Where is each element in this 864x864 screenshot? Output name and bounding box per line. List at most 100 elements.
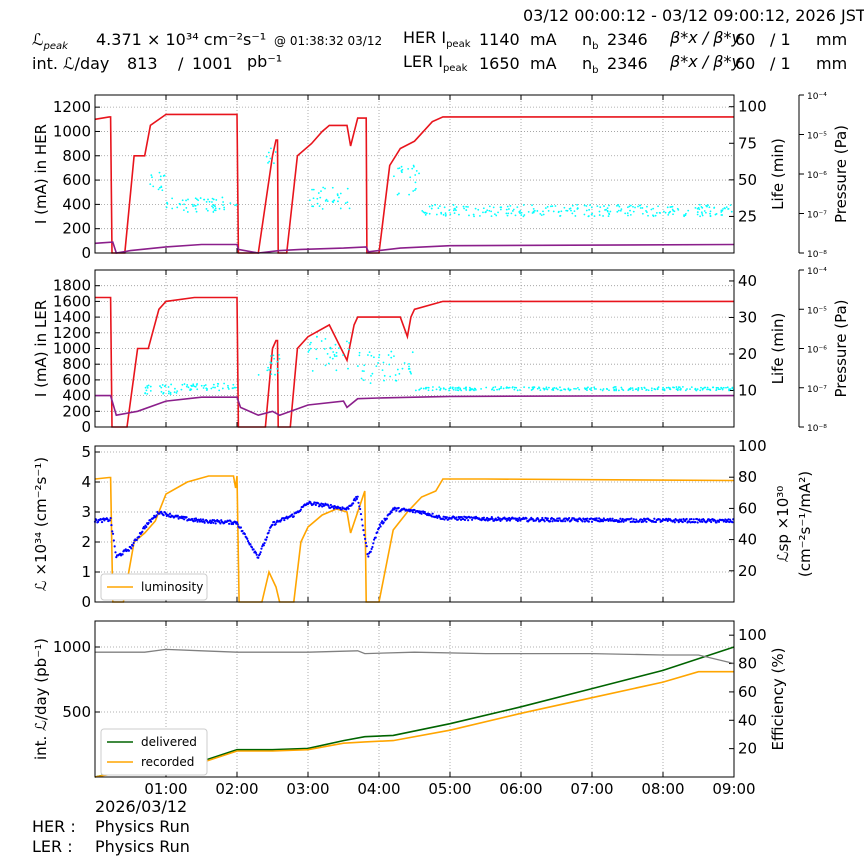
- intl-y2tick-label: 40: [738, 711, 757, 729]
- lumi-specific-point: [176, 514, 179, 517]
- her-life-point: [428, 205, 431, 208]
- her-life-point: [150, 174, 153, 177]
- ler-life-point: [457, 387, 460, 389]
- her-life-point: [542, 210, 544, 213]
- lumi-specific-point: [420, 512, 423, 515]
- lumi-specific-point: [583, 520, 587, 523]
- ler-life-point: [378, 356, 380, 359]
- her-life-point: [519, 212, 521, 215]
- lpeak-time: @ 01:38:32 03/12: [274, 34, 383, 48]
- lumi-specific-point: [97, 520, 100, 523]
- intl-y2label: Efficiency (%): [769, 648, 787, 751]
- her-life-point: [418, 172, 420, 175]
- ler-life-point: [560, 389, 563, 392]
- ler-life-point: [613, 388, 616, 391]
- ler-life-point: [324, 337, 327, 340]
- lumi-specific-point: [505, 519, 508, 522]
- ler-life-point: [335, 355, 338, 357]
- ler-life-point: [532, 386, 535, 389]
- intl-delivered: 813: [127, 54, 158, 73]
- ler-life-point: [185, 385, 188, 388]
- ler-pressure-tick-label: 10⁻⁷: [807, 385, 827, 395]
- lumi-specific-point: [214, 522, 217, 525]
- lumi-specific-point: [518, 516, 521, 519]
- ler-life-point: [358, 351, 361, 354]
- ler-life-point: [641, 388, 644, 391]
- her-life-point: [208, 200, 211, 203]
- ler-life-point: [274, 373, 276, 376]
- ler-life-point: [620, 386, 623, 389]
- her-life-point: [458, 213, 460, 216]
- her-life-point: [160, 185, 163, 188]
- her-life-point: [570, 209, 572, 212]
- lumi-specific-point: [460, 515, 463, 519]
- ler-life-point: [444, 388, 447, 391]
- her-nb-sub: b: [592, 41, 599, 53]
- her-beta-unit: mm: [816, 30, 848, 49]
- ler-life-point: [608, 389, 610, 392]
- her-life-point: [505, 212, 508, 215]
- ler-ytick-label: 1600: [53, 292, 91, 310]
- ler-life-point: [559, 386, 561, 389]
- ler-life-point: [695, 389, 698, 392]
- her-life-point: [488, 205, 491, 208]
- her-life-point: [620, 208, 623, 211]
- lumi-specific-point: [352, 502, 355, 505]
- her-life-point: [414, 189, 416, 192]
- her-life-point: [606, 209, 609, 212]
- her-life-point: [701, 214, 704, 217]
- ler-life-point: [690, 386, 693, 389]
- lumi-specific-point: [551, 520, 554, 523]
- lumi-specific-point: [699, 520, 702, 523]
- her-ylabel: I (mA) in HER: [32, 124, 50, 224]
- her-life-point: [186, 211, 189, 213]
- her-life-point: [709, 210, 712, 213]
- lumi-specific-point: [314, 501, 317, 504]
- lumi-specific-point: [138, 535, 141, 538]
- lumi-specific-point: [609, 517, 612, 520]
- ler-life-point: [192, 383, 195, 386]
- ler-life-point: [728, 389, 730, 392]
- her-life-point: [568, 207, 571, 210]
- lumi-specific-point: [455, 516, 458, 519]
- ler-life-point: [472, 389, 475, 391]
- lumi-specific-point: [661, 519, 664, 523]
- her-life-point: [715, 212, 718, 215]
- her-life-point: [229, 202, 232, 205]
- ler-life-point: [277, 371, 280, 374]
- lumi-specific-point: [698, 518, 701, 521]
- her-ytick-label: 600: [62, 171, 91, 189]
- lumi-specific-point: [568, 516, 571, 520]
- lumi-specific-point: [358, 505, 361, 508]
- ler-life-point: [455, 389, 457, 391]
- her-pressure-tick-label: 10⁻⁴: [807, 92, 827, 102]
- ler-ipeak-sub: peak: [442, 63, 468, 75]
- intl-xtick-label: 03:00: [286, 780, 329, 798]
- lumi-specific-point: [621, 517, 624, 521]
- lumi-specific-point: [356, 495, 359, 498]
- lumi-specific-point: [265, 536, 269, 539]
- her-life-point: [684, 214, 687, 217]
- her-life-point: [265, 155, 268, 158]
- ler-life-point: [329, 356, 332, 359]
- ler-life-point: [361, 370, 364, 372]
- her-life-point: [624, 212, 627, 215]
- lumi-specific-point: [587, 520, 590, 523]
- lumi-specific-point: [541, 516, 544, 520]
- her-life-point: [322, 186, 325, 189]
- ler-life-point: [311, 370, 314, 372]
- her-life-point: [274, 151, 277, 153]
- her-life-point: [407, 167, 410, 170]
- ler-life-point: [194, 385, 197, 388]
- ler-life-point: [647, 389, 650, 392]
- lumi-specific-point: [209, 519, 212, 522]
- intl-y2tick-label: 80: [738, 655, 757, 673]
- lumi-specific-point: [696, 521, 699, 524]
- ler-life-point: [268, 369, 270, 371]
- lumi-specific-point: [363, 537, 367, 540]
- her-life-point: [159, 175, 162, 178]
- her-pressure-tick-label: 10⁻⁶: [807, 171, 827, 181]
- her-life-point: [223, 206, 226, 209]
- ler-life-point: [515, 386, 518, 389]
